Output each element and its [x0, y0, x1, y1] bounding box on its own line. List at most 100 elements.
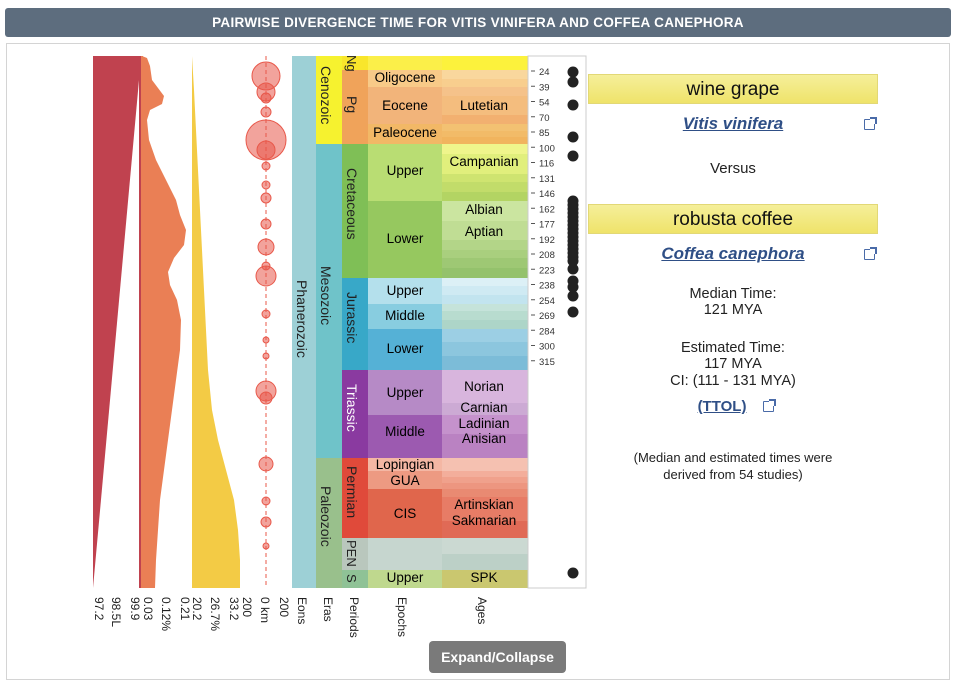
time-tick-label: 146	[539, 189, 555, 200]
expand-collapse-button[interactable]: Expand/Collapse	[429, 641, 566, 673]
axis-label: 20.2	[190, 597, 204, 621]
era-cenozoic-label: Cenozoic	[318, 66, 334, 124]
estimated-label: Estimated Time:	[681, 340, 785, 356]
study-dot	[567, 281, 579, 293]
studies-note: (Median and estimated times were derived…	[633, 450, 833, 482]
period-cretaceous-label: Cretaceous	[344, 168, 360, 240]
versus-label: Versus	[710, 160, 756, 177]
axis-label: 26.7%	[208, 597, 222, 631]
age-column	[442, 56, 528, 588]
era-paleozoic	[316, 458, 342, 588]
time-tick-label: 284	[539, 326, 555, 337]
age-artinskian: Artinskian	[454, 497, 513, 512]
epoch-silurian-upper: Upper	[387, 570, 424, 585]
confidence-interval: CI: (111 - 131 MYA)	[670, 373, 796, 389]
epochs-column-label: Epochs	[395, 597, 409, 637]
epoch-gua: GUA	[390, 473, 419, 488]
period-triassic-label: Triassic	[344, 384, 360, 432]
median-label: Median Time:	[689, 286, 777, 302]
time-tick-label: 269	[539, 311, 555, 322]
time-tick-label: 116	[539, 159, 554, 170]
period-jurassic-label: Jurassic	[344, 292, 360, 343]
epoch-cis: CIS	[394, 506, 417, 521]
epoch-lopingian: Lopingian	[376, 457, 435, 472]
axis-label: 0.03	[141, 597, 155, 621]
study-dot	[567, 99, 579, 111]
epoch-jurassic-lower: Lower	[387, 341, 424, 356]
period-triassic	[342, 370, 368, 458]
period-jurassic	[342, 278, 368, 370]
external-link-icon[interactable]	[864, 117, 877, 130]
external-link-icon[interactable]	[763, 399, 776, 412]
epoch-jurassic-middle: Middle	[385, 308, 425, 323]
age-anisian: Anisian	[462, 431, 506, 446]
time-tick-label: 192	[539, 235, 555, 246]
period-ng	[342, 56, 368, 70]
study-dot	[567, 263, 579, 275]
study-bubble	[245, 119, 287, 161]
study-bubble	[257, 238, 275, 256]
axis-label: 98.5L	[109, 597, 123, 627]
study-bubble	[258, 456, 274, 472]
periods-column-label: Periods	[347, 597, 361, 638]
time-tick-label: 254	[539, 296, 555, 307]
time-tick-label: 223	[539, 265, 555, 276]
study-dot	[567, 76, 579, 88]
period-cretaceous	[342, 144, 368, 278]
study-dot	[567, 567, 579, 579]
study-bubble	[256, 140, 276, 160]
yellow-density	[192, 56, 240, 588]
time-tick-label: 70	[539, 113, 550, 124]
age-spk: SPK	[470, 570, 497, 585]
organism1-scientific-link[interactable]: Vitis vinifera	[682, 114, 784, 133]
period-s-label: S	[344, 574, 359, 583]
period-pen-label: PEN	[344, 540, 359, 567]
ttol-link[interactable]: (TTOL)	[697, 398, 747, 415]
epoch-column	[368, 56, 442, 588]
study-dot	[567, 131, 579, 143]
time-tick-label: 208	[539, 250, 555, 261]
study-dot	[567, 306, 579, 318]
axis-label: 200	[240, 597, 254, 617]
period-permian	[342, 458, 368, 538]
study-bubble	[261, 309, 271, 319]
time-axis-box	[527, 55, 587, 589]
median-value: 121 MYA	[703, 302, 763, 318]
era-mesozoic	[316, 144, 342, 458]
epoch-jurassic-upper: Upper	[387, 283, 424, 298]
eons-column-label: Eons	[295, 597, 309, 624]
external-link-icon[interactable]	[864, 247, 877, 260]
age-carnian: Carnian	[460, 400, 507, 415]
axis-label: 33.2	[227, 597, 241, 621]
study-bubble	[261, 496, 271, 506]
age-campanian: Campanian	[449, 154, 518, 169]
age-albian: Albian	[465, 202, 503, 217]
axis-label: 200	[277, 597, 291, 617]
age-norian: Norian	[464, 379, 504, 394]
epoch-oligocene: Oligocene	[375, 70, 436, 85]
time-tick-label: 131	[539, 174, 555, 185]
time-tick-label: 54	[539, 98, 550, 109]
period-pg	[342, 70, 368, 144]
age-ladinian: Ladinian	[458, 416, 509, 431]
age-aptian: Aptian	[465, 224, 503, 239]
axis-label: 0.21	[178, 597, 192, 621]
period-ng-label: Ng	[344, 55, 359, 72]
ages-column-label: Ages	[475, 597, 489, 624]
time-tick-label: 177	[539, 220, 555, 231]
period-s	[342, 570, 368, 588]
eon-label: Phanerozoic	[294, 280, 310, 358]
time-tick-label: 100	[539, 143, 555, 154]
study-bubble	[262, 336, 270, 344]
organism2-scientific-link[interactable]: Coffea canephora	[661, 244, 805, 263]
eras-column-label: Eras	[321, 597, 335, 622]
time-tick-label: 238	[539, 281, 555, 292]
organism2-common-name: robusta coffee	[588, 204, 878, 234]
study-bubble	[262, 352, 270, 360]
time-tick-label: 39	[539, 82, 550, 93]
estimated-value: 117 MYA	[704, 356, 762, 372]
eon-phanerozoic	[292, 56, 316, 588]
red-panel	[93, 56, 141, 588]
page-title: PAIRWISE DIVERGENCE TIME FOR VITIS VINIF…	[5, 8, 951, 37]
